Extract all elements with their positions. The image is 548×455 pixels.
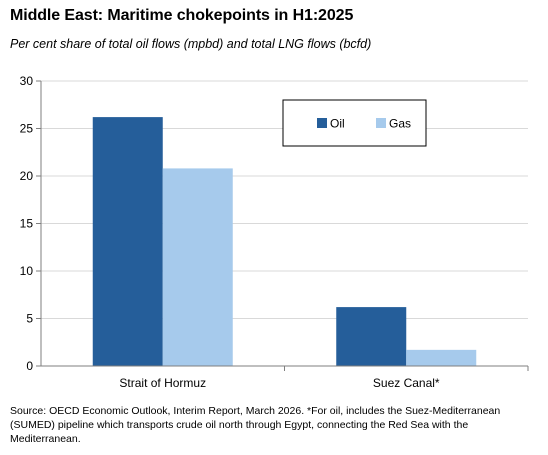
- y-tick-label: 25: [20, 122, 34, 136]
- bar-oil: [92, 117, 163, 366]
- legend-label-oil: Oil: [330, 117, 345, 131]
- x-tick-label: Strait of Hormuz: [119, 376, 206, 390]
- bar-gas: [162, 168, 233, 366]
- y-tick-label: 30: [20, 74, 34, 88]
- y-tick-label: 0: [26, 359, 33, 373]
- bar-chart: 0 5 10 15 20 25 30 Strait of Hormuz Suez Canal* O…: [20, 74, 529, 390]
- chart-title: Middle East: Maritime chokepoints in H1:…: [10, 7, 354, 24]
- source-note: Source: OECD Economic Outlook, Interim R…: [10, 405, 501, 445]
- legend-box: [282, 99, 427, 147]
- legend-swatch-gas: [376, 118, 386, 128]
- y-tick-label: 5: [26, 312, 33, 326]
- bar-oil: [336, 307, 407, 366]
- legend-swatch-oil: [317, 118, 327, 128]
- y-tick-label: 10: [20, 264, 34, 278]
- chart-subtitle: Per cent share of total oil flows (mpbd)…: [10, 37, 372, 51]
- y-tick-label: 15: [20, 217, 34, 231]
- x-tick-label: Suez Canal*: [373, 376, 440, 390]
- legend-label-gas: Gas: [389, 117, 411, 131]
- y-tick-label: 20: [20, 169, 34, 183]
- bar-gas: [406, 349, 477, 366]
